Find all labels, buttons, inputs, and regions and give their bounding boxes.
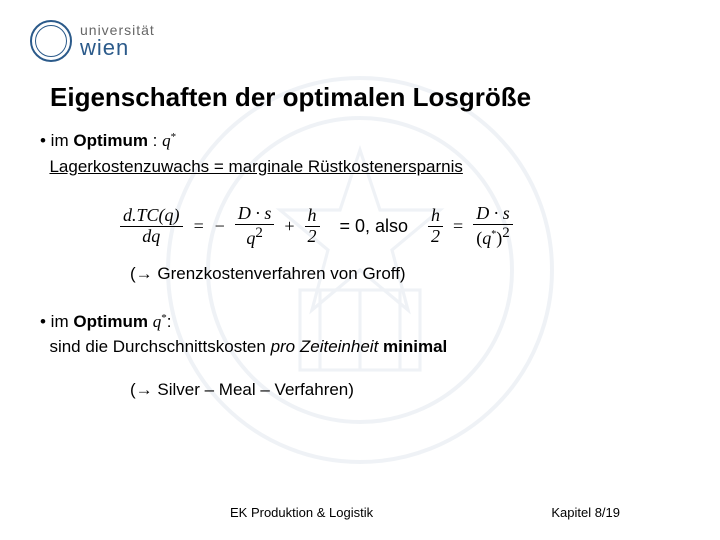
frac-ds-qstar2: D · s (q*)2 bbox=[473, 204, 513, 249]
sub-silver-meal: (→ Silver – Meal – Verfahren) bbox=[130, 380, 690, 400]
frac-h2-right: h 2 bbox=[428, 206, 443, 247]
q-star-symbol: q* bbox=[162, 128, 176, 154]
slide-title: Eigenschaften der optimalen Losgröße bbox=[50, 82, 690, 113]
bullet-1: • im Optimum : q* Lagerkostenzuwachs = m… bbox=[40, 128, 690, 179]
eq-suffix: = 0, also bbox=[340, 216, 409, 237]
frac-h2-left: h 2 bbox=[305, 206, 320, 247]
bullet2-prefix: • im bbox=[40, 312, 73, 331]
logo-text-bottom: wien bbox=[80, 37, 155, 59]
footer-right: Kapitel 8/19 bbox=[551, 505, 620, 520]
bullet1-bold: Optimum bbox=[73, 131, 148, 150]
q-star-symbol-2: q* bbox=[153, 309, 167, 335]
bullet1-colon: : bbox=[148, 131, 162, 150]
equation-main: d.TC(q) dq = − D · s q2 + h 2 = 0, also … bbox=[120, 204, 690, 249]
frac-dtc: d.TC(q) dq bbox=[120, 206, 183, 247]
frac-ds-q2: D · s q2 bbox=[235, 204, 275, 249]
logo-seal-icon bbox=[30, 20, 72, 62]
bullet-2: • im Optimum q*: sind die Durchschnittsk… bbox=[40, 309, 690, 360]
bullet1-underlined: Lagerkostenzuwachs = marginale Rüstkoste… bbox=[49, 157, 462, 176]
bullet2-line2a: sind die Durchschnittskosten bbox=[49, 337, 270, 356]
bullet2-bold: Optimum bbox=[73, 312, 148, 331]
slide-footer: EK Produktion & Logistik Kapitel 8/19 bbox=[0, 505, 720, 520]
university-logo: universität wien bbox=[30, 20, 690, 62]
footer-left: EK Produktion & Logistik bbox=[230, 505, 373, 520]
sub-groff: (→ Grenzkostenverfahren von Groff) bbox=[130, 264, 690, 284]
bullet2-line2b: minimal bbox=[383, 337, 447, 356]
bullet1-prefix: • im bbox=[40, 131, 73, 150]
bullet2-line2i: pro Zeiteinheit bbox=[271, 337, 383, 356]
